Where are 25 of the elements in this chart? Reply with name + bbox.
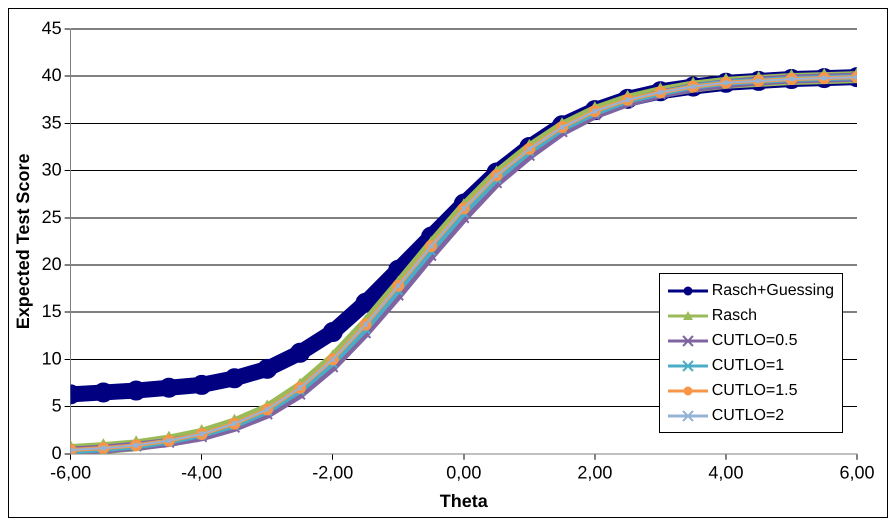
x-tick-label: 0,00 [446,462,482,483]
x-tick-label: 6,00 [839,462,875,483]
y-tick-label: 5 [52,396,62,416]
y-tick-label: 35 [42,112,62,132]
legend-label: CUTLO=1.5 [712,382,798,400]
y-tick-label: 20 [42,254,62,274]
x-tick-label: -4,00 [181,462,222,483]
x-tick-label: -2,00 [312,462,354,483]
legend-label: CUTLO=2 [712,406,784,424]
legend-label: Rasch+Guessing [712,282,834,300]
x-tick-label: 2,00 [577,462,612,483]
y-tick-label: 45 [42,18,62,38]
y-tick-label: 0 [52,442,62,463]
y-tick-label: 25 [42,206,62,227]
legend-label: Rasch [712,306,758,324]
x-axis-title: Theta [440,491,489,512]
y-tick-label: 30 [42,160,62,180]
y-tick-label: 15 [42,301,62,322]
x-tick-label: 4,00 [708,462,744,483]
y-tick-label: 40 [42,65,62,86]
y-axis-title: Expected Test Score [12,154,33,330]
y-tick-label: 10 [42,348,62,368]
x-tick-label: -6,00 [50,462,92,483]
legend-label: CUTLO=1 [712,356,784,374]
legend-label: CUTLO=0.5 [712,332,798,350]
